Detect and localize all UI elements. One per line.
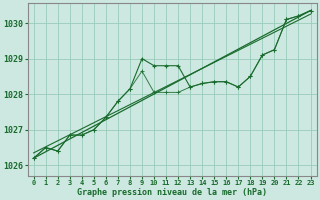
X-axis label: Graphe pression niveau de la mer (hPa): Graphe pression niveau de la mer (hPa) [77, 188, 267, 197]
